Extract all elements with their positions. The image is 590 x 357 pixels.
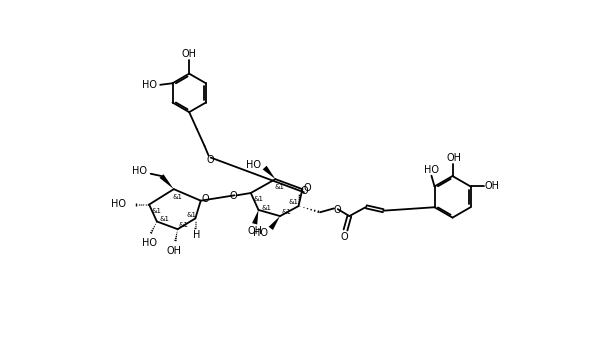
Text: O: O <box>230 191 237 201</box>
Text: &1: &1 <box>173 194 183 200</box>
Text: OH: OH <box>447 154 461 164</box>
Text: H: H <box>193 230 201 240</box>
Polygon shape <box>159 174 174 189</box>
Text: &1: &1 <box>159 216 169 222</box>
Text: &1: &1 <box>261 205 271 211</box>
Text: HO: HO <box>132 166 148 176</box>
Text: OH: OH <box>484 181 500 191</box>
Text: OH: OH <box>247 226 262 236</box>
Text: HO: HO <box>247 160 261 170</box>
Text: O: O <box>340 232 348 242</box>
Text: &1: &1 <box>254 196 264 202</box>
Text: OH: OH <box>182 49 196 59</box>
Text: HO: HO <box>142 238 156 248</box>
Text: &1: &1 <box>274 184 284 190</box>
Text: O: O <box>303 182 311 192</box>
Text: O: O <box>300 186 308 196</box>
Text: O: O <box>333 205 341 215</box>
Text: HO: HO <box>142 80 157 90</box>
Text: &1: &1 <box>186 212 196 217</box>
Text: O: O <box>207 155 215 165</box>
Polygon shape <box>263 166 276 179</box>
Text: &1: &1 <box>179 222 189 228</box>
Text: OH: OH <box>166 246 181 256</box>
Polygon shape <box>252 210 258 225</box>
Text: &1: &1 <box>281 209 291 215</box>
Text: HO: HO <box>253 228 268 238</box>
Polygon shape <box>268 216 280 230</box>
Text: &1: &1 <box>152 208 162 214</box>
Text: HO: HO <box>424 165 439 175</box>
Text: HO: HO <box>111 199 126 209</box>
Text: O: O <box>202 194 209 204</box>
Text: &1: &1 <box>289 199 299 205</box>
